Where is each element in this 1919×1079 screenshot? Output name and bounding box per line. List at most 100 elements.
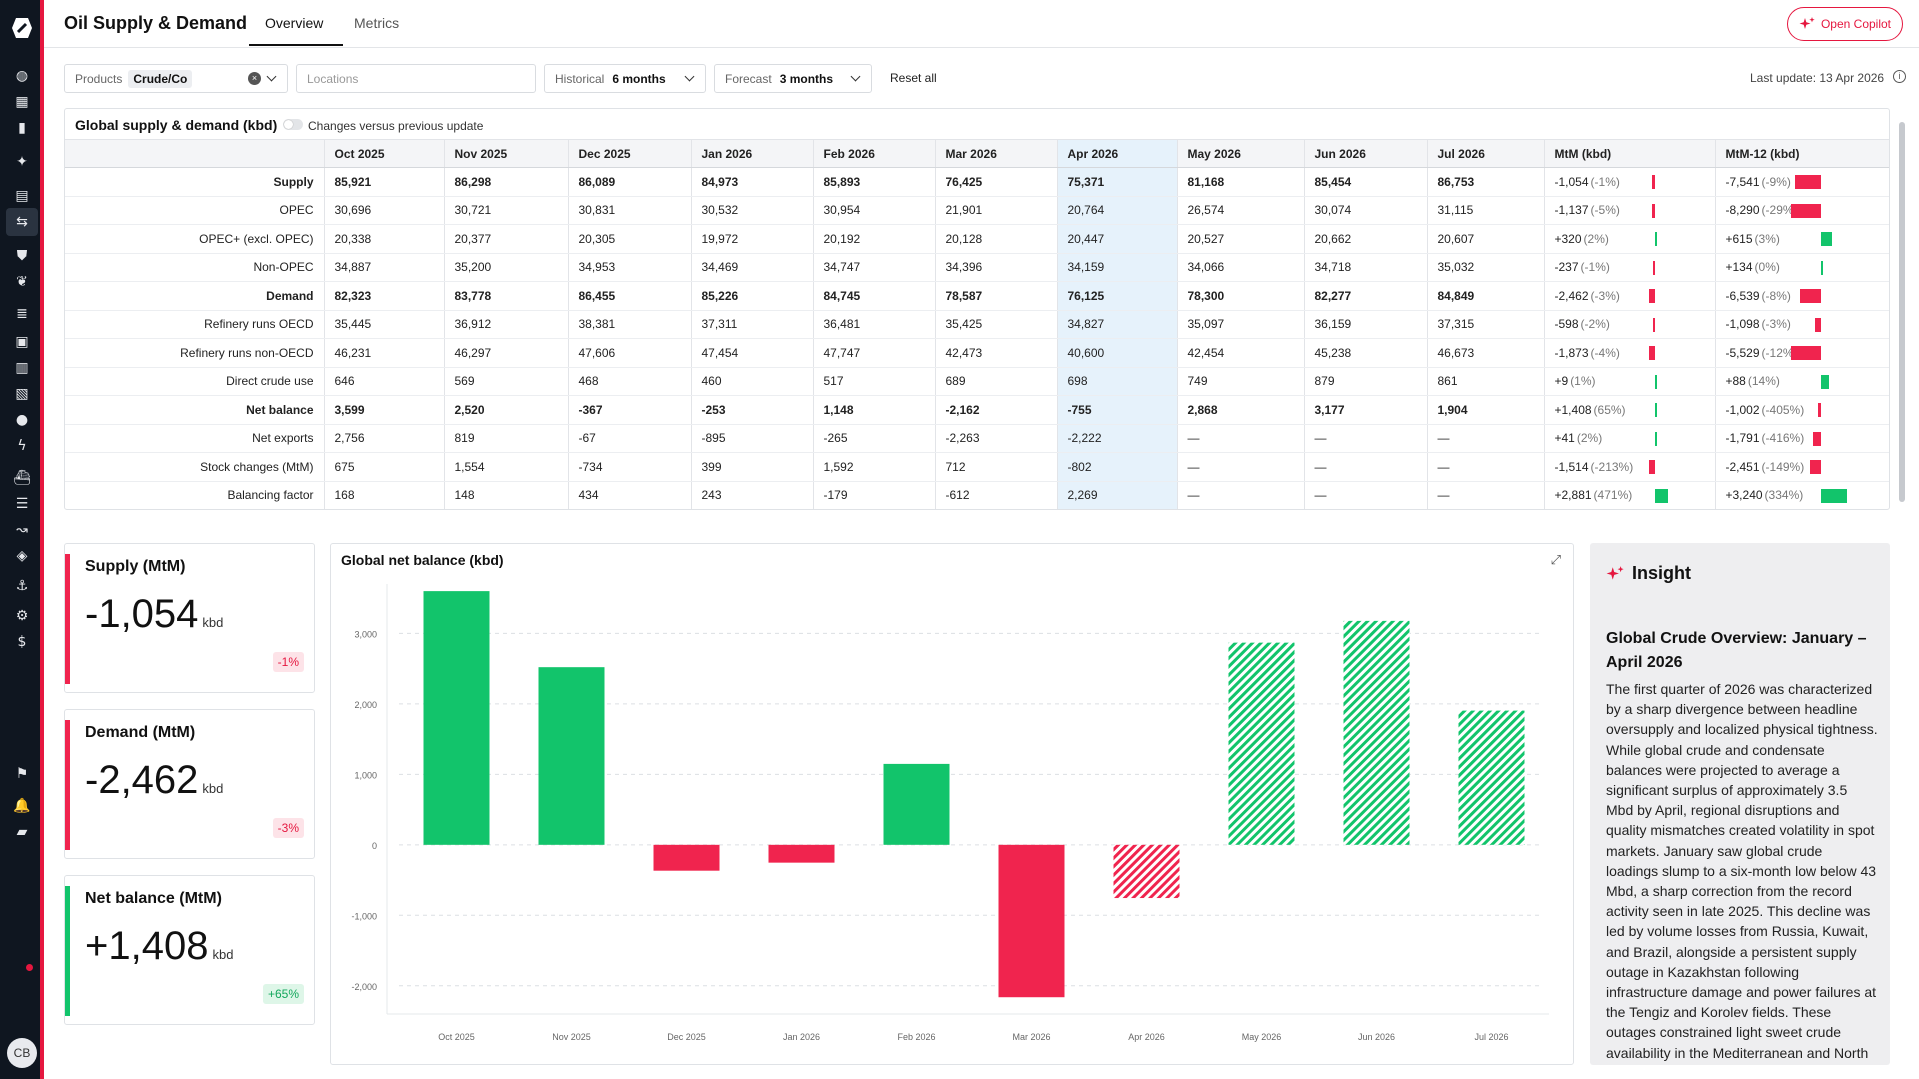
kpi-value-wrap: -1,054 kbd — [85, 592, 223, 637]
table-cell: 85,893 — [813, 167, 936, 197]
logo-icon[interactable] — [10, 16, 34, 40]
table-row[interactable]: Balancing factor 168 148 434 243 -179 -612 2,26… — [65, 481, 1889, 509]
lng-icon[interactable]: ▧ — [15, 386, 29, 402]
shield-icon[interactable]: ⛊ — [16, 248, 28, 264]
news-icon[interactable]: ▤ — [15, 188, 29, 204]
balance-icon[interactable]: ≣ — [16, 306, 28, 322]
column-header[interactable]: Feb 2026 — [813, 139, 936, 168]
table-scrollbar[interactable] — [1898, 110, 1906, 510]
table-cell: — — [1427, 424, 1545, 453]
leaf-icon[interactable]: ❦ — [16, 274, 28, 290]
mtm-cell: -1,514 (-213%) — [1544, 452, 1716, 482]
mtm12-cell: +615 (3%) — [1715, 224, 1889, 254]
table-row[interactable]: Refinery runs OECD 35,445 36,912 38,381 37,3… — [65, 310, 1889, 339]
table-row[interactable]: Demand 82,323 83,778 86,455 85,226 84,745 78,5… — [65, 281, 1889, 311]
historical-label: Historical — [555, 71, 605, 86]
anchor-icon[interactable]: ⚓ — [15, 578, 29, 594]
table-cell: 243 — [691, 481, 814, 509]
clear-icon[interactable]: × — [248, 72, 261, 85]
column-header[interactable]: Dec 2025 — [568, 139, 692, 168]
forecast-dropdown[interactable]: Forecast 3 months — [714, 64, 872, 93]
expand-icon[interactable]: ⤢ — [1550, 552, 1561, 567]
table-row[interactable]: OPEC 30,696 30,721 30,831 30,532 30,954 21,901… — [65, 196, 1889, 225]
products-chip[interactable]: Crude/Co — [128, 69, 193, 88]
change-value: -1,791 — [1725, 431, 1760, 446]
change-percent: (65%) — [1593, 402, 1626, 417]
table-row[interactable]: Stock changes (MtM) 675 1,554 -734 399 1,592 7… — [65, 452, 1889, 482]
bell-icon[interactable]: 🔔 — [13, 798, 31, 814]
table-cell: -612 — [935, 481, 1058, 509]
drop-icon[interactable]: ● — [15, 412, 29, 428]
chat-icon[interactable]: ▰ — [16, 824, 28, 840]
dashboard-icon[interactable]: ▦ — [15, 94, 29, 110]
table-row[interactable]: Non-OPEC 34,887 35,200 34,953 34,469 34,747 34… — [65, 253, 1889, 282]
tab-overview[interactable]: Overview — [265, 15, 324, 31]
table-cell: 1,904 — [1427, 395, 1545, 425]
chevron-down-icon[interactable] — [266, 71, 277, 82]
column-header[interactable]: Jul 2026 — [1427, 139, 1545, 168]
dollar-icon[interactable]: $ — [17, 634, 27, 650]
kpi-badge: +65% — [262, 984, 304, 1004]
ship-icon[interactable]: ⛴ — [13, 470, 31, 486]
table-cell: 148 — [444, 481, 569, 509]
change-bar — [1648, 346, 1655, 360]
kpi-accent — [65, 720, 70, 850]
avatar[interactable]: CB — [7, 1038, 37, 1068]
column-header[interactable]: Jan 2026 — [691, 139, 814, 168]
inspect-icon[interactable]: ◈ — [16, 548, 28, 564]
products-filter[interactable]: Products Crude/Co × — [64, 64, 288, 93]
scrollbar-thumb[interactable] — [1899, 122, 1905, 502]
kpi-unit: kbd — [202, 615, 224, 630]
y-tick-label: -2,000 — [351, 982, 377, 992]
chart-bar — [1228, 642, 1295, 845]
flag-icon[interactable]: ⚑ — [15, 766, 29, 782]
locations-input[interactable]: Locations — [296, 64, 536, 93]
table-row[interactable]: Supply 85,921 86,298 86,089 84,973 85,893 76,4… — [65, 167, 1889, 197]
historical-dropdown[interactable]: Historical 6 months — [544, 64, 706, 93]
sparkle-icon — [1606, 565, 1624, 580]
list-icon[interactable]: ☰ — [15, 496, 29, 512]
kpi-title: Net balance (MtM) — [85, 890, 222, 907]
oil-icon[interactable]: ▣ — [15, 334, 29, 350]
column-header[interactable]: Nov 2025 — [444, 139, 569, 168]
supply-demand-icon[interactable]: ⇆ — [6, 208, 38, 236]
column-header[interactable]: Oct 2025 — [324, 139, 445, 168]
table-cell: 46,231 — [324, 338, 445, 368]
table-row[interactable]: Refinery runs non-OECD 46,231 46,297 47,606… — [65, 338, 1889, 368]
bar-chart-icon[interactable]: ▥ — [15, 360, 29, 376]
table-cell: 47,606 — [568, 338, 692, 368]
table-row[interactable]: Direct crude use 646 569 468 460 517 689 698 749… — [65, 367, 1889, 396]
column-header[interactable]: MtM (kbd) — [1544, 139, 1716, 168]
corner-header — [65, 139, 325, 168]
forecast-label: Forecast — [725, 71, 772, 86]
table-cell: 1,554 — [444, 452, 569, 482]
column-header[interactable]: May 2026 — [1177, 139, 1305, 168]
bolt-icon[interactable]: ϟ — [17, 438, 27, 454]
globe-icon[interactable]: ◍ — [15, 68, 29, 84]
table-row[interactable]: Net balance 3,599 2,520 -367 -253 1,148 -2,162… — [65, 395, 1889, 425]
column-header[interactable]: Mar 2026 — [935, 139, 1058, 168]
bookmark-icon[interactable]: ▮ — [18, 120, 26, 136]
changes-toggle[interactable] — [283, 119, 303, 130]
table-cell: 42,454 — [1177, 338, 1305, 368]
tab-metrics[interactable]: Metrics — [354, 15, 400, 31]
open-copilot-button[interactable]: Open Copilot — [1787, 7, 1903, 41]
reset-all-button[interactable]: Reset all — [890, 71, 937, 85]
info-icon[interactable]: i — [1893, 70, 1906, 83]
table-row[interactable]: OPEC+ (excl. OPEC) 20,338 20,377 20,305 19,9… — [65, 224, 1889, 254]
table-cell: -802 — [1057, 452, 1178, 482]
change-percent: (-29%) — [1761, 203, 1798, 218]
table-cell: 749 — [1177, 367, 1305, 396]
mtm12-cell: +3,240 (334%) — [1715, 481, 1889, 509]
kpi-card[interactable]: Net balance (MtM) +1,408 kbd +65% — [64, 875, 315, 1025]
route-icon[interactable]: ↝ — [16, 522, 28, 538]
sparkle-icon[interactable]: ✦ — [16, 154, 28, 170]
kpi-card[interactable]: Demand (MtM) -2,462 kbd -3% — [64, 709, 315, 859]
kpi-card[interactable]: Supply (MtM) -1,054 kbd -1% — [64, 543, 315, 693]
column-header[interactable]: MtM-12 (kbd) — [1715, 139, 1889, 168]
settings-icon[interactable]: ⚙ — [15, 608, 29, 624]
table-row[interactable]: Net exports 2,756 819 -67 -895 -265 -2,263 -2,2… — [65, 424, 1889, 453]
column-header[interactable]: Apr 2026 — [1057, 139, 1178, 168]
column-header[interactable]: Jun 2026 — [1304, 139, 1428, 168]
mtm-cell: -1,054 (-1%) — [1544, 167, 1716, 197]
